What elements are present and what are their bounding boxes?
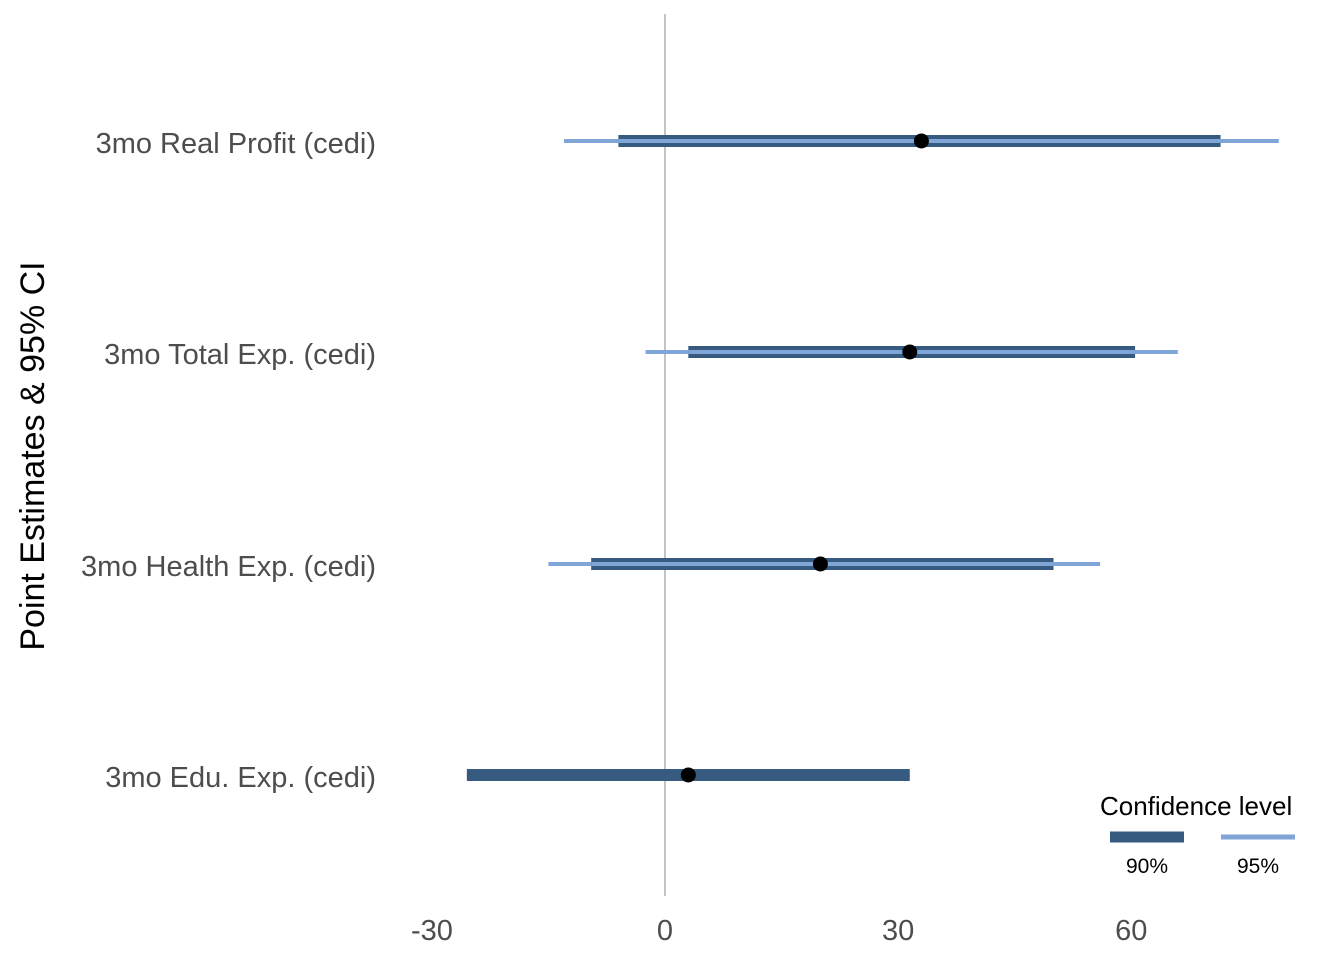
legend-title: Confidence level — [1100, 791, 1292, 821]
x-tick-label: 60 — [1115, 915, 1147, 947]
category-label: 3mo Total Exp. (cedi) — [104, 339, 376, 371]
x-tick-label: 30 — [882, 915, 914, 947]
point-estimate — [902, 344, 918, 360]
category-labels: 3mo Real Profit (cedi) 3mo Total Exp. (ce… — [81, 128, 376, 794]
point-estimate — [680, 767, 696, 783]
x-tick-label: 0 — [657, 915, 673, 947]
legend-keys: 90% 95% — [1110, 831, 1295, 878]
category-label: 3mo Edu. Exp. (cedi) — [105, 762, 376, 794]
legend: Confidence level 90% 95% — [1100, 791, 1295, 878]
x-tick-labels: -30 0 30 60 — [411, 915, 1147, 947]
category-label: 3mo Real Profit (cedi) — [96, 128, 376, 160]
chart-marks — [466, 133, 1279, 783]
point-estimate — [812, 556, 828, 572]
x-tick-label: -30 — [411, 915, 453, 947]
point-estimate — [913, 133, 929, 149]
category-label: 3mo Health Exp. (cedi) — [81, 551, 376, 583]
legend-key-label: 90% — [1126, 855, 1168, 878]
y-axis-label: Point Estimates & 95% CI — [14, 261, 52, 650]
legend-key-label: 95% — [1237, 855, 1279, 878]
